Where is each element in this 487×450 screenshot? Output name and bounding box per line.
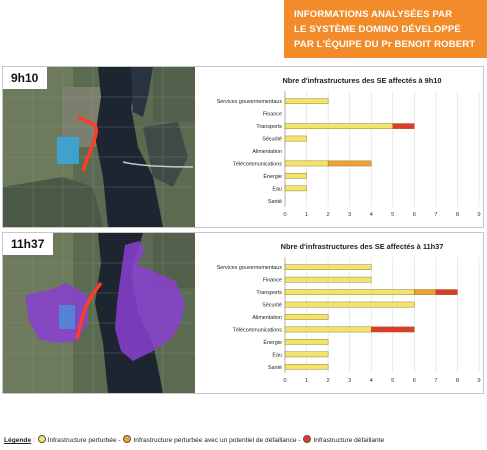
category-label: Services gouvernementaux: [217, 99, 283, 105]
flood-path-9h10: [77, 115, 98, 172]
bar-segment: [284, 135, 307, 142]
x-tick-label: 7: [434, 378, 437, 384]
bar-segment: [284, 123, 393, 129]
x-tick-label: 4: [370, 378, 374, 384]
panel-11h37: 11h37 Nbre d'infrastructures des SE affe…: [2, 232, 484, 394]
category-label: Santé: [268, 365, 282, 371]
chart-title: Nbre d'infrastructures des SE affectés à…: [281, 242, 444, 251]
map-image-9h10: [3, 67, 195, 227]
x-tick-label: 0: [283, 212, 286, 218]
bar-segment: [284, 314, 329, 320]
x-tick-label: 5: [391, 212, 394, 218]
x-tick-label: 6: [413, 378, 416, 384]
header-banner: INFORMATIONS ANALYSÉES PAR LE SYSTÈME DO…: [284, 0, 487, 58]
legend-label-defaillante: Infrastructure défaillante: [313, 437, 385, 444]
x-tick-label: 2: [326, 212, 329, 218]
x-tick-label: 2: [326, 378, 329, 384]
bar-chart-11h37: Nbre d'infrastructures des SE affectés à…: [217, 242, 481, 384]
category-label: Eau: [272, 352, 282, 358]
bar-segment: [284, 185, 307, 192]
time-label-11h37: 11h37: [3, 233, 54, 255]
satellite-map-11h37: 11h37: [3, 233, 195, 393]
x-tick-label: 6: [413, 212, 416, 218]
x-tick-label: 9: [477, 378, 480, 384]
satellite-map-9h10: 9h10: [3, 67, 195, 227]
flood-path-11h37: [75, 281, 103, 340]
category-label: Santé: [268, 199, 282, 205]
x-tick-label: 8: [456, 378, 459, 384]
legend-dot-defaillante: [303, 435, 312, 443]
bar-chart-9h10: Nbre d'infrastructures des SE affectés à…: [217, 76, 481, 218]
category-label: Énergie: [263, 173, 282, 180]
bar-segment: [284, 289, 415, 295]
bar-segment: [284, 264, 372, 271]
category-label: Services gouvernementaux: [217, 265, 283, 271]
x-tick-label: 1: [305, 212, 308, 218]
bar-segment: [284, 326, 372, 333]
bar-segment: [284, 351, 329, 358]
map-image-11h37: [3, 233, 195, 393]
chart-title: Nbre d'infrastructures des SE affectés à…: [282, 76, 441, 85]
time-label-9h10: 9h10: [3, 67, 48, 89]
legend-title: Légende: [4, 437, 32, 444]
x-tick-label: 5: [391, 378, 394, 384]
category-label: Transports: [256, 290, 282, 296]
bar-segment: [284, 160, 329, 167]
banner-line-1: INFORMATIONS ANALYSÉES PAR: [294, 9, 453, 20]
x-tick-label: 8: [456, 212, 459, 218]
legend-dash-1: -: [118, 437, 121, 444]
bar-segment: [284, 301, 415, 308]
category-label: Télécommunications: [233, 327, 283, 333]
x-tick-label: 1: [305, 378, 308, 384]
x-tick-label: 3: [348, 212, 351, 218]
panel-9h10: 9h10 Nbre d'infrastructures des SE affec…: [2, 66, 484, 228]
legend-dash-2: -: [298, 437, 301, 444]
x-tick-label: 9: [477, 212, 480, 218]
category-label: Sécurité: [262, 137, 282, 143]
legend-label-perturbee: Infrastructure perturbée: [47, 437, 117, 444]
x-tick-label: 3: [348, 378, 351, 384]
category-label: Finance: [263, 278, 282, 284]
legend-dot-perturbee: [37, 435, 46, 443]
x-tick-label: 0: [283, 378, 286, 384]
bar-segment: [392, 123, 415, 129]
legend-dot-potentiel: [123, 435, 132, 443]
category-label: Télécommunications: [233, 161, 283, 167]
category-label: Alimentation: [252, 315, 282, 321]
bar-segment: [435, 289, 458, 295]
category-label: Finance: [263, 112, 282, 118]
bar-segment: [284, 276, 372, 283]
category-label: Alimentation: [252, 149, 282, 155]
chart-container-11h37: Nbre d'infrastructures des SE affectés à…: [197, 233, 483, 393]
chart-container-9h10: Nbre d'infrastructures des SE affectés à…: [197, 67, 483, 227]
x-tick-label: 7: [434, 212, 437, 218]
bar-segment: [327, 160, 372, 167]
affected-zone-9h10: [57, 137, 79, 164]
banner-line-3: PAR L'ÉQUIPE DU Pr BENOIT ROBERT: [294, 39, 476, 50]
legend: Légende : Infrastructure perturbée - Inf…: [4, 435, 384, 444]
category-label: Transports: [256, 124, 282, 130]
banner-line-2: LE SYSTÈME DOMINO DÉVELOPPÉ: [294, 24, 461, 35]
category-label: Énergie: [263, 339, 282, 346]
bar-segment: [414, 289, 437, 295]
bar-segment: [284, 173, 307, 179]
bar-segment: [371, 326, 415, 333]
legend-separator: :: [32, 437, 35, 444]
bar-segment: [284, 363, 329, 370]
category-label: Sécurité: [262, 303, 282, 309]
category-label: Eau: [272, 186, 282, 192]
bar-segment: [284, 339, 329, 345]
x-tick-label: 4: [370, 212, 374, 218]
legend-label-potentiel: Infrastructure perturbée avec un potenti…: [133, 437, 297, 444]
affected-zone-east-11h37: [115, 241, 185, 361]
bar-segment: [284, 98, 329, 105]
